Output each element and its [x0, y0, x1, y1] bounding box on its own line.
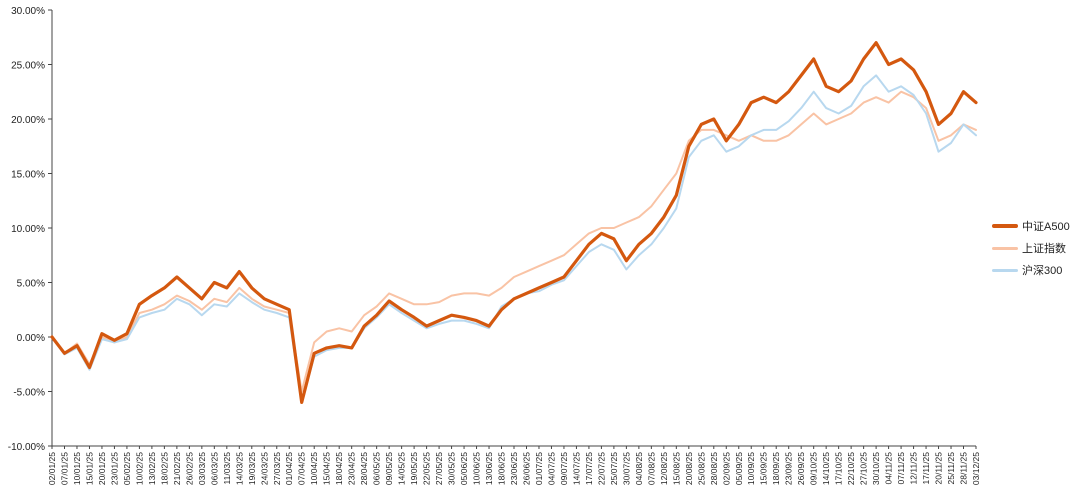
- x-tick-label: 20/01/25: [97, 452, 107, 485]
- x-tick-label: 17/10/25: [834, 452, 844, 485]
- y-tick-label: 25.00%: [11, 61, 45, 72]
- legend-item-a500: 中证A500: [992, 215, 1070, 237]
- x-tick-label: 07/01/25: [59, 452, 69, 485]
- x-tick-label: 12/08/25: [659, 452, 669, 485]
- legend-item-csi300: 沪深300: [992, 259, 1070, 281]
- legend-label-csi300: 沪深300: [1022, 265, 1063, 277]
- x-tick-label: 13/02/25: [147, 452, 157, 485]
- legend-swatch-a500: [992, 224, 1018, 228]
- x-tick-label: 03/12/25: [971, 452, 981, 485]
- x-tick-label: 30/07/25: [621, 452, 631, 485]
- x-tick-label: 18/02/25: [159, 452, 169, 485]
- x-tick-label: 02/01/25: [47, 452, 57, 485]
- y-tick-label: -5.00%: [13, 388, 45, 399]
- x-tick-label: 02/09/25: [721, 452, 731, 485]
- x-tick-label: 20/11/25: [934, 452, 944, 485]
- y-tick-label: -10.00%: [8, 442, 45, 453]
- x-tick-label: 09/10/25: [809, 452, 819, 485]
- x-tick-label: 04/08/25: [634, 452, 644, 485]
- x-tick-label: 30/10/25: [871, 452, 881, 485]
- x-tick-label: 17/07/25: [584, 452, 594, 485]
- x-tick-label: 14/07/25: [571, 452, 581, 485]
- x-tick-label: 05/09/25: [734, 452, 744, 485]
- x-tick-label: 25/07/25: [609, 452, 619, 485]
- x-tick-label: 11/03/25: [222, 452, 232, 485]
- x-tick-label: 07/11/25: [896, 452, 906, 485]
- x-tick-label: 23/09/25: [784, 452, 794, 485]
- x-tick-label: 10/01/25: [72, 452, 82, 485]
- x-tick-label: 15/01/25: [84, 452, 94, 485]
- x-tick-label: 26/06/25: [521, 452, 531, 485]
- series-line-a500: [50, 41, 978, 404]
- x-tick-label: 09/05/25: [384, 452, 394, 485]
- x-tick-label: 28/04/25: [359, 452, 369, 485]
- legend: 中证A500 上证指数 沪深300: [992, 215, 1070, 281]
- x-tick-label: 25/11/25: [946, 452, 956, 485]
- x-tick-label: 06/03/25: [209, 452, 219, 485]
- x-tick-label: 01/04/25: [284, 452, 294, 485]
- x-tick-label: 23/06/25: [509, 452, 519, 485]
- x-tick-label: 25/08/25: [696, 452, 706, 485]
- x-tick-label: 10/06/25: [472, 452, 482, 485]
- legend-label-a500: 中证A500: [1022, 221, 1070, 233]
- x-tick-label: 04/07/25: [546, 452, 556, 485]
- x-tick-label: 23/04/25: [347, 452, 357, 485]
- x-tick-label: 06/05/25: [372, 452, 382, 485]
- x-tick-label: 01/07/25: [534, 452, 544, 485]
- x-tick-label: 14/10/25: [821, 452, 831, 485]
- x-tick-label: 10/09/25: [746, 452, 756, 485]
- x-tick-label: 14/03/25: [234, 452, 244, 485]
- x-tick-label: 19/03/25: [247, 452, 257, 485]
- x-tick-label: 27/10/25: [859, 452, 869, 485]
- series-line-sse: [51, 90, 977, 393]
- x-tick-label: 27/05/25: [434, 452, 444, 485]
- x-tick-label: 30/05/25: [447, 452, 457, 485]
- x-tick-label: 07/04/25: [297, 452, 307, 485]
- x-tick-label: 21/02/25: [172, 452, 182, 485]
- x-tick-label: 20/08/25: [684, 452, 694, 485]
- x-tick-label: 28/08/25: [709, 452, 719, 485]
- x-tick-label: 18/06/25: [497, 452, 507, 485]
- x-tick-label: 27/03/25: [272, 452, 282, 485]
- y-tick-label: 0.00%: [17, 333, 45, 344]
- x-tick-label: 10/02/25: [134, 452, 144, 485]
- x-tick-label: 22/07/25: [596, 452, 606, 485]
- x-tick-label: 17/11/25: [921, 452, 931, 485]
- x-tick-label: 15/08/25: [671, 452, 681, 485]
- y-tick-label: 5.00%: [17, 279, 45, 290]
- x-tick-label: 15/04/25: [322, 452, 332, 485]
- x-tick-label: 15/09/25: [759, 452, 769, 485]
- y-tick-label: 20.00%: [11, 115, 45, 126]
- x-tick-label: 26/09/25: [796, 452, 806, 485]
- x-tick-label: 10/04/25: [309, 452, 319, 485]
- x-tick-label: 13/06/25: [484, 452, 494, 485]
- legend-swatch-sse: [992, 246, 1018, 250]
- y-tick-label: 15.00%: [11, 170, 45, 181]
- x-tick-label: 18/04/25: [334, 452, 344, 485]
- x-tick-label: 03/03/25: [197, 452, 207, 485]
- y-tick-label: 10.00%: [11, 224, 45, 235]
- x-tick-label: 19/05/25: [409, 452, 419, 485]
- x-tick-label: 22/05/25: [422, 452, 432, 485]
- x-tick-label: 05/06/25: [459, 452, 469, 485]
- x-tick-label: 09/07/25: [559, 452, 569, 485]
- legend-label-sse: 上证指数: [1022, 243, 1066, 255]
- x-tick-label: 26/02/25: [184, 452, 194, 485]
- x-tick-label: 12/11/25: [909, 452, 919, 485]
- legend-item-sse: 上证指数: [992, 237, 1070, 259]
- x-tick-label: 22/10/25: [846, 452, 856, 485]
- x-tick-label: 23/01/25: [109, 452, 119, 485]
- legend-swatch-csi300: [992, 268, 1018, 272]
- series-line-csi300: [51, 74, 977, 404]
- x-tick-label: 14/05/25: [397, 452, 407, 485]
- y-tick-label: 30.00%: [11, 6, 45, 17]
- x-tick-label: 05/02/25: [122, 452, 132, 485]
- x-tick-label: 04/11/25: [884, 452, 894, 485]
- x-tick-label: 28/11/25: [959, 452, 969, 485]
- x-tick-label: 07/08/25: [646, 452, 656, 485]
- x-tick-label: 24/03/25: [259, 452, 269, 485]
- x-tick-label: 18/09/25: [771, 452, 781, 485]
